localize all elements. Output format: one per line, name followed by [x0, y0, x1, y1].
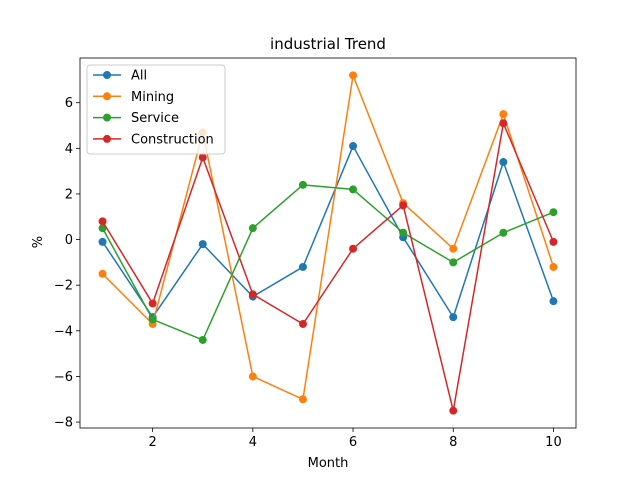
x-axis-label: Month — [308, 456, 349, 471]
data-point-all — [198, 240, 207, 249]
data-point-all — [98, 237, 107, 246]
data-point-service — [298, 180, 307, 189]
data-point-construction — [499, 119, 508, 128]
data-point-service — [549, 208, 558, 217]
x-tick-label: 8 — [449, 435, 457, 450]
data-point-mining — [98, 269, 107, 278]
data-point-service — [399, 228, 408, 237]
data-point-service — [349, 185, 358, 194]
data-point-mining — [349, 71, 358, 80]
data-point-all — [549, 297, 558, 306]
data-point-construction — [248, 290, 257, 299]
data-point-mining — [248, 372, 257, 381]
data-point-mining — [298, 395, 307, 404]
y-tick-label: −2 — [54, 279, 73, 294]
data-point-construction — [198, 153, 207, 162]
plot-area: 2 4 6 8 10 −8 −6 −4 −2 0 2 4 6 — [54, 57, 577, 450]
y-tick-label: 2 — [65, 187, 73, 202]
legend-marker-all — [103, 71, 111, 79]
data-point-service — [248, 224, 257, 233]
data-point-all — [449, 313, 458, 322]
y-axis-label: % — [31, 236, 46, 248]
legend: All Mining Service Construction — [86, 64, 226, 155]
data-point-mining — [549, 262, 558, 271]
data-point-all — [298, 262, 307, 271]
legend-label-construction: Construction — [131, 132, 214, 147]
series-line-construction — [101, 122, 555, 412]
legend-label-service: Service — [131, 111, 179, 126]
y-tick-label: 6 — [65, 96, 73, 111]
legend-box — [86, 64, 226, 155]
data-point-mining — [449, 244, 458, 253]
legend-marker-mining — [103, 92, 111, 101]
axes-frame — [79, 57, 577, 429]
x-tick-label: 4 — [249, 435, 257, 450]
series-line-all — [101, 145, 555, 318]
data-point-construction — [298, 319, 307, 328]
data-point-all — [349, 142, 358, 151]
legend-label-mining: Mining — [131, 90, 174, 105]
data-point-construction — [98, 217, 107, 226]
data-point-service — [499, 228, 508, 237]
y-tick-label: 0 — [65, 233, 73, 248]
legend-marker-service — [103, 113, 111, 122]
y-tick-label: −4 — [54, 324, 73, 339]
y-tick-label: 4 — [65, 142, 73, 157]
legend-marker-construction — [103, 134, 111, 143]
series-line-service — [101, 184, 554, 341]
chart-title: industrial Trend — [270, 35, 386, 53]
x-tick-label: 10 — [545, 435, 562, 450]
data-point-construction — [349, 244, 358, 253]
x-tick-label: 2 — [149, 435, 157, 450]
data-point-all — [499, 158, 508, 167]
data-point-service — [198, 335, 207, 344]
data-point-service — [98, 224, 107, 233]
data-point-service — [148, 315, 157, 324]
data-point-construction — [549, 237, 558, 246]
x-tick-label: 6 — [349, 435, 357, 450]
legend-label-all: All — [131, 69, 147, 84]
data-point-service — [449, 258, 458, 267]
y-tick-label: −8 — [54, 416, 73, 431]
y-tick-label: −6 — [54, 370, 73, 385]
data-point-construction — [148, 299, 157, 308]
data-point-construction — [449, 406, 458, 415]
data-point-mining — [499, 110, 508, 119]
data-point-construction — [399, 201, 408, 210]
